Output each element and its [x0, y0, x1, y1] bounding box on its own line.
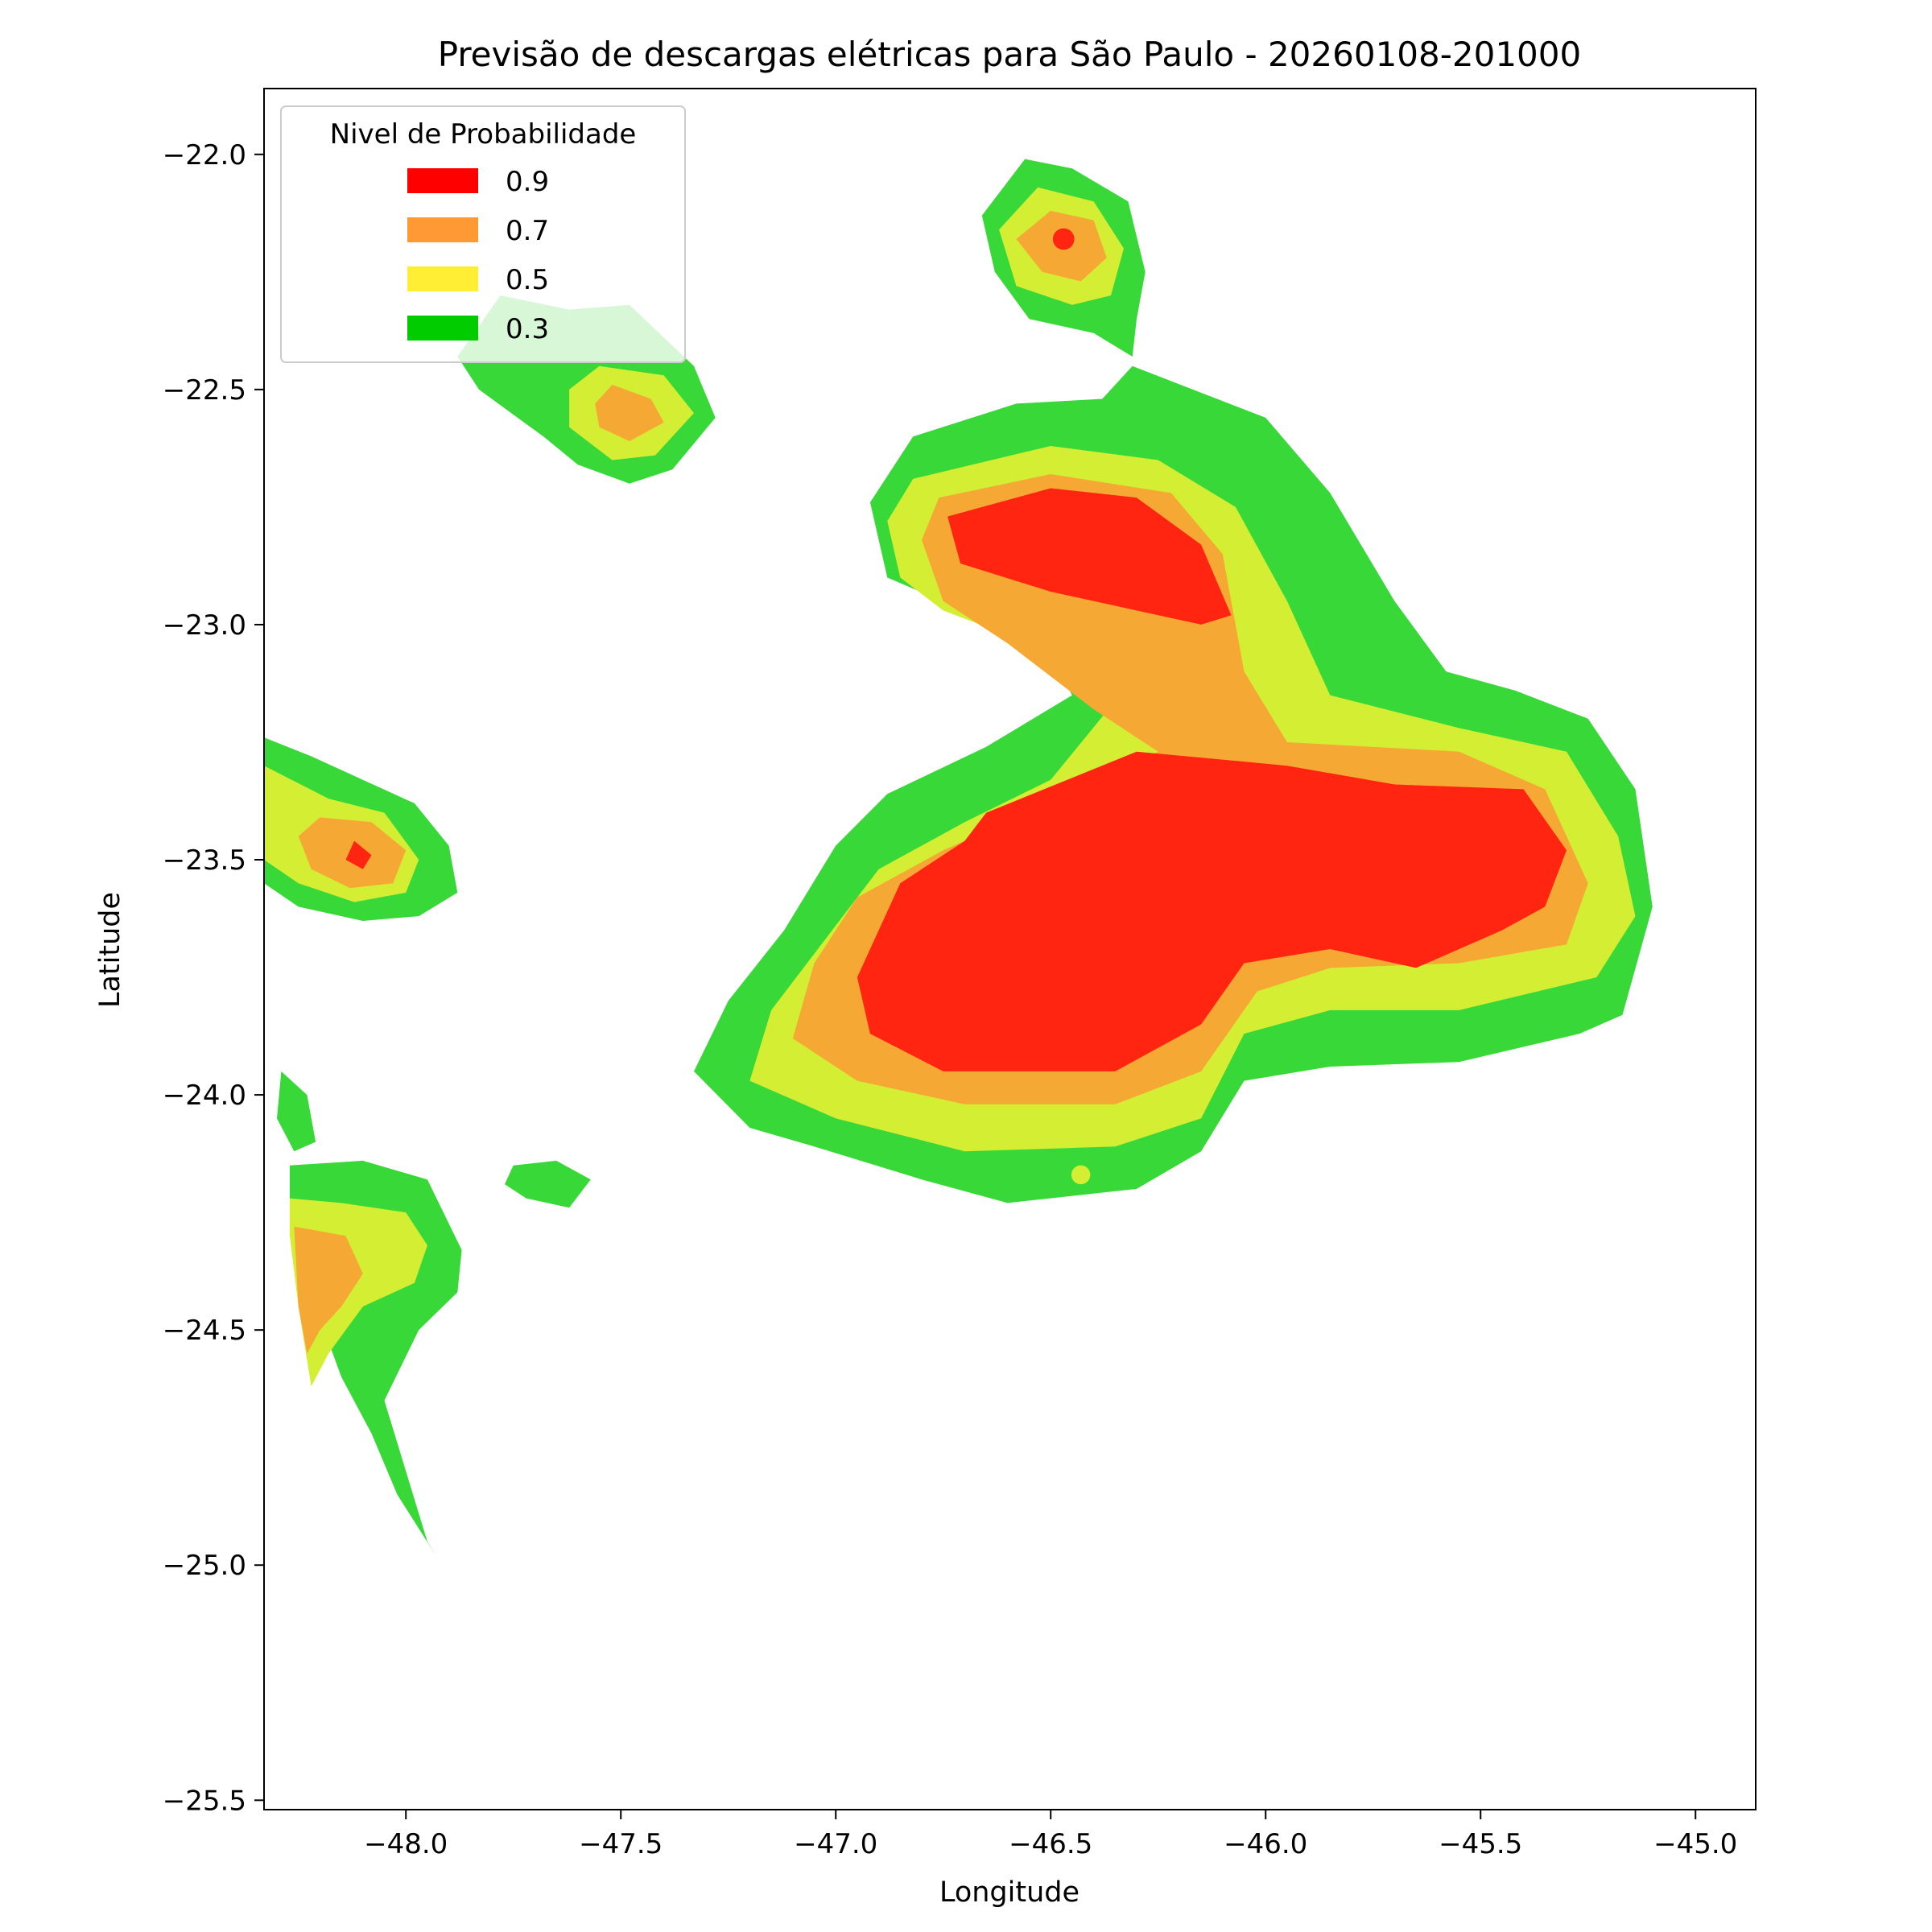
y-axis: −22.0 −22.5 −23.0 −23.5 −24.0 −24.5 −25.0 −25.5 [163, 139, 264, 1817]
y-tick-label: −23.0 [163, 609, 246, 642]
legend-swatch [407, 316, 478, 341]
legend: Nivel de Probabilidade 0.9 0.7 0.5 0.3 [280, 105, 686, 363]
legend-label: 0.3 [506, 313, 549, 345]
legend-swatch [407, 168, 478, 193]
y-tick-label: −23.5 [163, 844, 246, 877]
plot-frame [263, 88, 1757, 1810]
small-spot-0 [1071, 1165, 1091, 1185]
southwest-cell-level-07 [294, 1226, 363, 1354]
x-tick-label: −46.0 [1224, 1828, 1307, 1860]
x-tick-label: −46.5 [1009, 1828, 1092, 1860]
legend-entries: 0.9 0.7 0.5 0.3 [407, 166, 549, 345]
y-tick-label: −25.5 [163, 1785, 246, 1817]
west-fragments-level-03 [277, 1071, 316, 1152]
legend-swatch [407, 266, 478, 291]
y-tick-label: −24.0 [163, 1080, 246, 1112]
x-tick-label: −45.5 [1439, 1828, 1522, 1860]
y-tick-label: −24.5 [163, 1315, 246, 1347]
y-tick-label: −22.0 [163, 139, 246, 171]
northwest-cell-level-07 [595, 385, 664, 442]
contour-layer [264, 159, 1653, 1556]
y-tick-label: −25.0 [163, 1550, 246, 1582]
legend-swatch [407, 217, 478, 242]
legend-label: 0.5 [506, 264, 549, 296]
main-storm-level-09-1 [857, 751, 1567, 1071]
x-tick-label: −47.0 [794, 1828, 877, 1860]
x-tick-label: −45.0 [1653, 1828, 1737, 1860]
x-tick-label: −48.0 [364, 1828, 448, 1860]
chart-title: Previsão de descargas elétricas para São… [438, 35, 1581, 74]
west-fragments-level-03-1 [505, 1160, 591, 1208]
x-axis: −48.0 −47.5 −47.0 −46.5 −46.0 −45.5 −45.0 [364, 1810, 1737, 1860]
main-storm-level-09 [947, 488, 1232, 625]
north-cell-spot-09 [1052, 228, 1075, 250]
legend-box [280, 105, 686, 363]
legend-title: Nivel de Probabilidade [330, 118, 637, 151]
x-axis-label: Longitude [939, 1876, 1080, 1909]
legend-label: 0.9 [506, 166, 549, 198]
y-tick-label: −22.5 [163, 374, 246, 407]
x-tick-label: −47.5 [579, 1828, 663, 1860]
west-cell-level-09 [345, 840, 372, 869]
legend-label: 0.7 [506, 215, 549, 247]
y-axis-label: Latitude [94, 892, 126, 1008]
